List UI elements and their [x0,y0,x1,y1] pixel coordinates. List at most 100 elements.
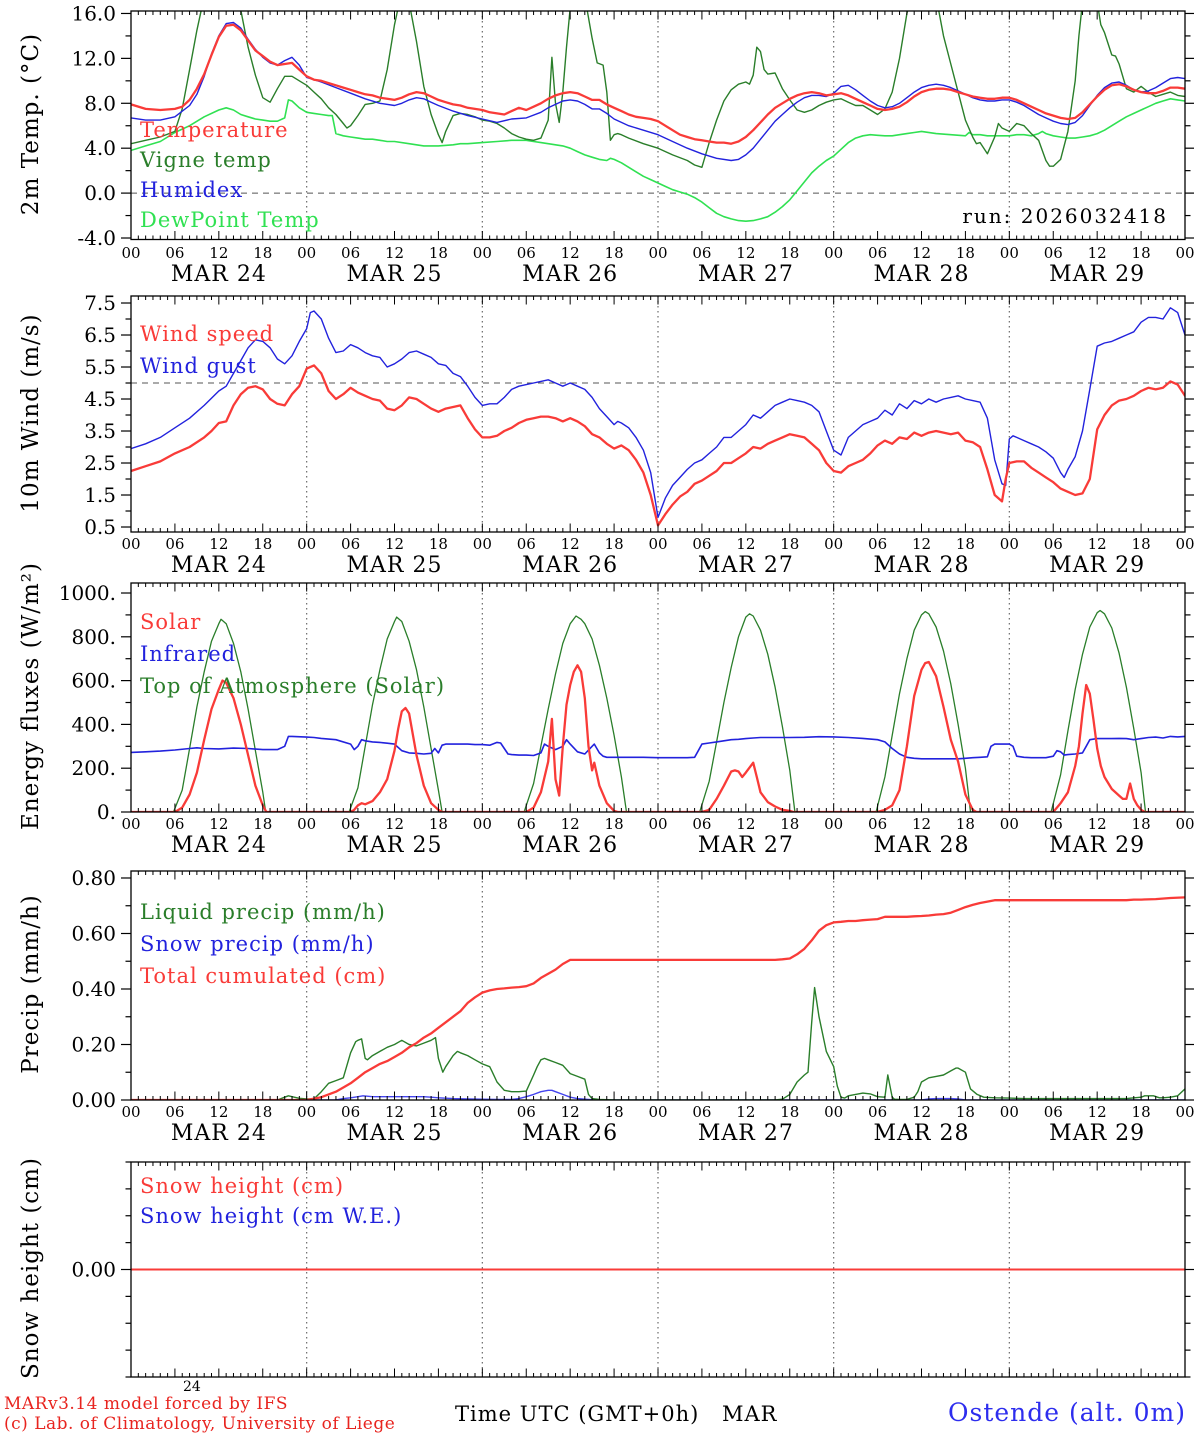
day-label: MAR 29 [1049,553,1145,578]
footer-station-label: Ostende (alt. 0m) [948,1398,1186,1427]
y-tick-label: 0.00 [71,1088,116,1112]
hour-tick-label: 00 [1175,1103,1194,1121]
hour-tick-label: 06 [517,244,536,262]
y-tick-label: 0.00 [71,1258,116,1282]
hour-tick-label: 06 [692,535,711,553]
hour-tick-label: 00 [297,535,316,553]
hour-tick-label: 06 [1044,815,1063,833]
hour-tick-label: 00 [121,815,140,833]
y-tick-label: 0.20 [71,1032,116,1056]
hour-tick-label: 00 [824,535,843,553]
y-tick-label: 0.0 [84,181,116,205]
hour-tick-label: 12 [561,535,580,553]
y-tick-label: -4.0 [77,226,116,250]
y-tick-label: 5.5 [84,355,116,379]
hour-tick-label: 00 [297,1103,316,1121]
day-label: MAR 24 [171,553,267,578]
hour-tick-label: 00 [121,535,140,553]
hour-tick-label: 06 [341,244,360,262]
hour-tick-label: 12 [385,244,404,262]
hour-tick-label: 18 [956,1103,975,1121]
footer-model-line1: MARv3.14 model forced by IFS [4,1394,289,1414]
hour-tick-label: 18 [956,815,975,833]
legend-humidex: Humidex [140,178,244,202]
day-label: MAR 25 [347,1121,443,1146]
legend-snow-height-cm-w-e: Snow height (cm W.E.) [140,1204,403,1228]
day-label: MAR 25 [347,553,443,578]
hour-tick-label: 00 [473,1103,492,1121]
panel-energy-fluxes: 0. 200. 400. 600. 800. 1000. 00 06 12 18 00 06 12 18 0… [59,581,1194,858]
day-label: MAR 26 [522,262,618,287]
hour-tick-label: 00 [648,1103,667,1121]
hour-tick-label: 00 [1175,244,1194,262]
panel-wind: 0.5 1.5 2.5 3.5 4.5 5.5 6.5 7.5 00 06 12 18 00 06 12 18… [84,291,1194,578]
hour-tick-label: 18 [253,535,272,553]
hour-tick-label: 18 [253,1103,272,1121]
day-label: MAR 26 [522,833,618,858]
footer-time-axis-label: Time UTC (GMT+0h) [455,1402,700,1426]
hour-tick-label: 00 [824,244,843,262]
day-label: MAR 28 [874,1121,970,1146]
hour-tick-label: 18 [605,244,624,262]
series-total-cumulated-cm [131,896,1185,1100]
y-tick-label: 400. [71,712,116,736]
hour-tick-label: 06 [165,815,184,833]
hour-tick-label: 06 [341,815,360,833]
legend-snow-height-cm: Snow height (cm) [140,1174,345,1198]
hour-tick-label: 00 [297,815,316,833]
hour-tick-label: 18 [429,1103,448,1121]
y-tick-label: 6.5 [84,323,116,347]
hour-tick-label: 06 [165,535,184,553]
hour-tick-label: 12 [209,244,228,262]
hour-tick-label: 18 [429,535,448,553]
hour-tick-label: 06 [1044,244,1063,262]
hour-tick-label: 06 [1044,1103,1063,1121]
hour-tick-label: 06 [517,535,536,553]
day-label: MAR 29 [1049,262,1145,287]
hour-tick-label: 06 [868,244,887,262]
series-wind-gust [131,307,1185,519]
run-label: run: 2026032418 [962,204,1168,228]
y-tick-label: 0.60 [71,921,116,945]
hour-tick-label: 18 [1132,1103,1151,1121]
hour-tick-label: 00 [473,815,492,833]
hour-tick-label: 18 [1132,244,1151,262]
hour-tick-label: 06 [165,244,184,262]
legend-vigne-temp: Vigne temp [140,148,272,172]
y-tick-label: 12.0 [71,46,116,70]
hour-tick-label: 12 [736,535,755,553]
legend-solar: Solar [140,610,202,634]
hour-tick-label: 00 [473,535,492,553]
day-label: MAR 27 [698,553,794,578]
y-tick-label: 800. [71,625,116,649]
y-tick-label: 7.5 [84,291,116,315]
hour-tick-label: 18 [1132,535,1151,553]
footer-model-line2: (c) Lab. of Climatology, University of L… [4,1414,396,1434]
day-label: MAR 27 [698,1121,794,1146]
y-tick-label: 8.0 [84,91,116,115]
hour-tick-label: 00 [648,244,667,262]
hour-tick-label: 12 [912,244,931,262]
hour-tick-label: 12 [209,1103,228,1121]
hour-tick-label: 06 [692,244,711,262]
y-axis-title-wind: 10m Wind (m/s) [18,313,44,513]
hour-tick-label: 12 [736,244,755,262]
hour-tick-label: 06 [692,1103,711,1121]
y-axis-title-energy-fluxes: Energy fluxes (W/m²) [18,562,44,830]
hour-tick-label: 12 [385,1103,404,1121]
hour-tick-label: 06 [165,1103,184,1121]
hour-tick-label: 06 [868,535,887,553]
hour-tick-label: 00 [473,244,492,262]
legend-wind-speed: Wind speed [140,322,275,346]
hour-tick-label: 12 [561,1103,580,1121]
day-label: MAR 28 [874,833,970,858]
hour-tick-label: 18 [605,535,624,553]
day-label: MAR 27 [698,262,794,287]
y-axis-title-precip: Precip (mm/h) [18,894,44,1074]
hour-tick-label: 00 [1175,815,1194,833]
legend-temperature: Temperature [140,118,289,142]
hour-tick-label: 18 [429,815,448,833]
legend-wind-gust: Wind gust [140,354,257,378]
y-tick-label: 16.0 [71,1,116,25]
